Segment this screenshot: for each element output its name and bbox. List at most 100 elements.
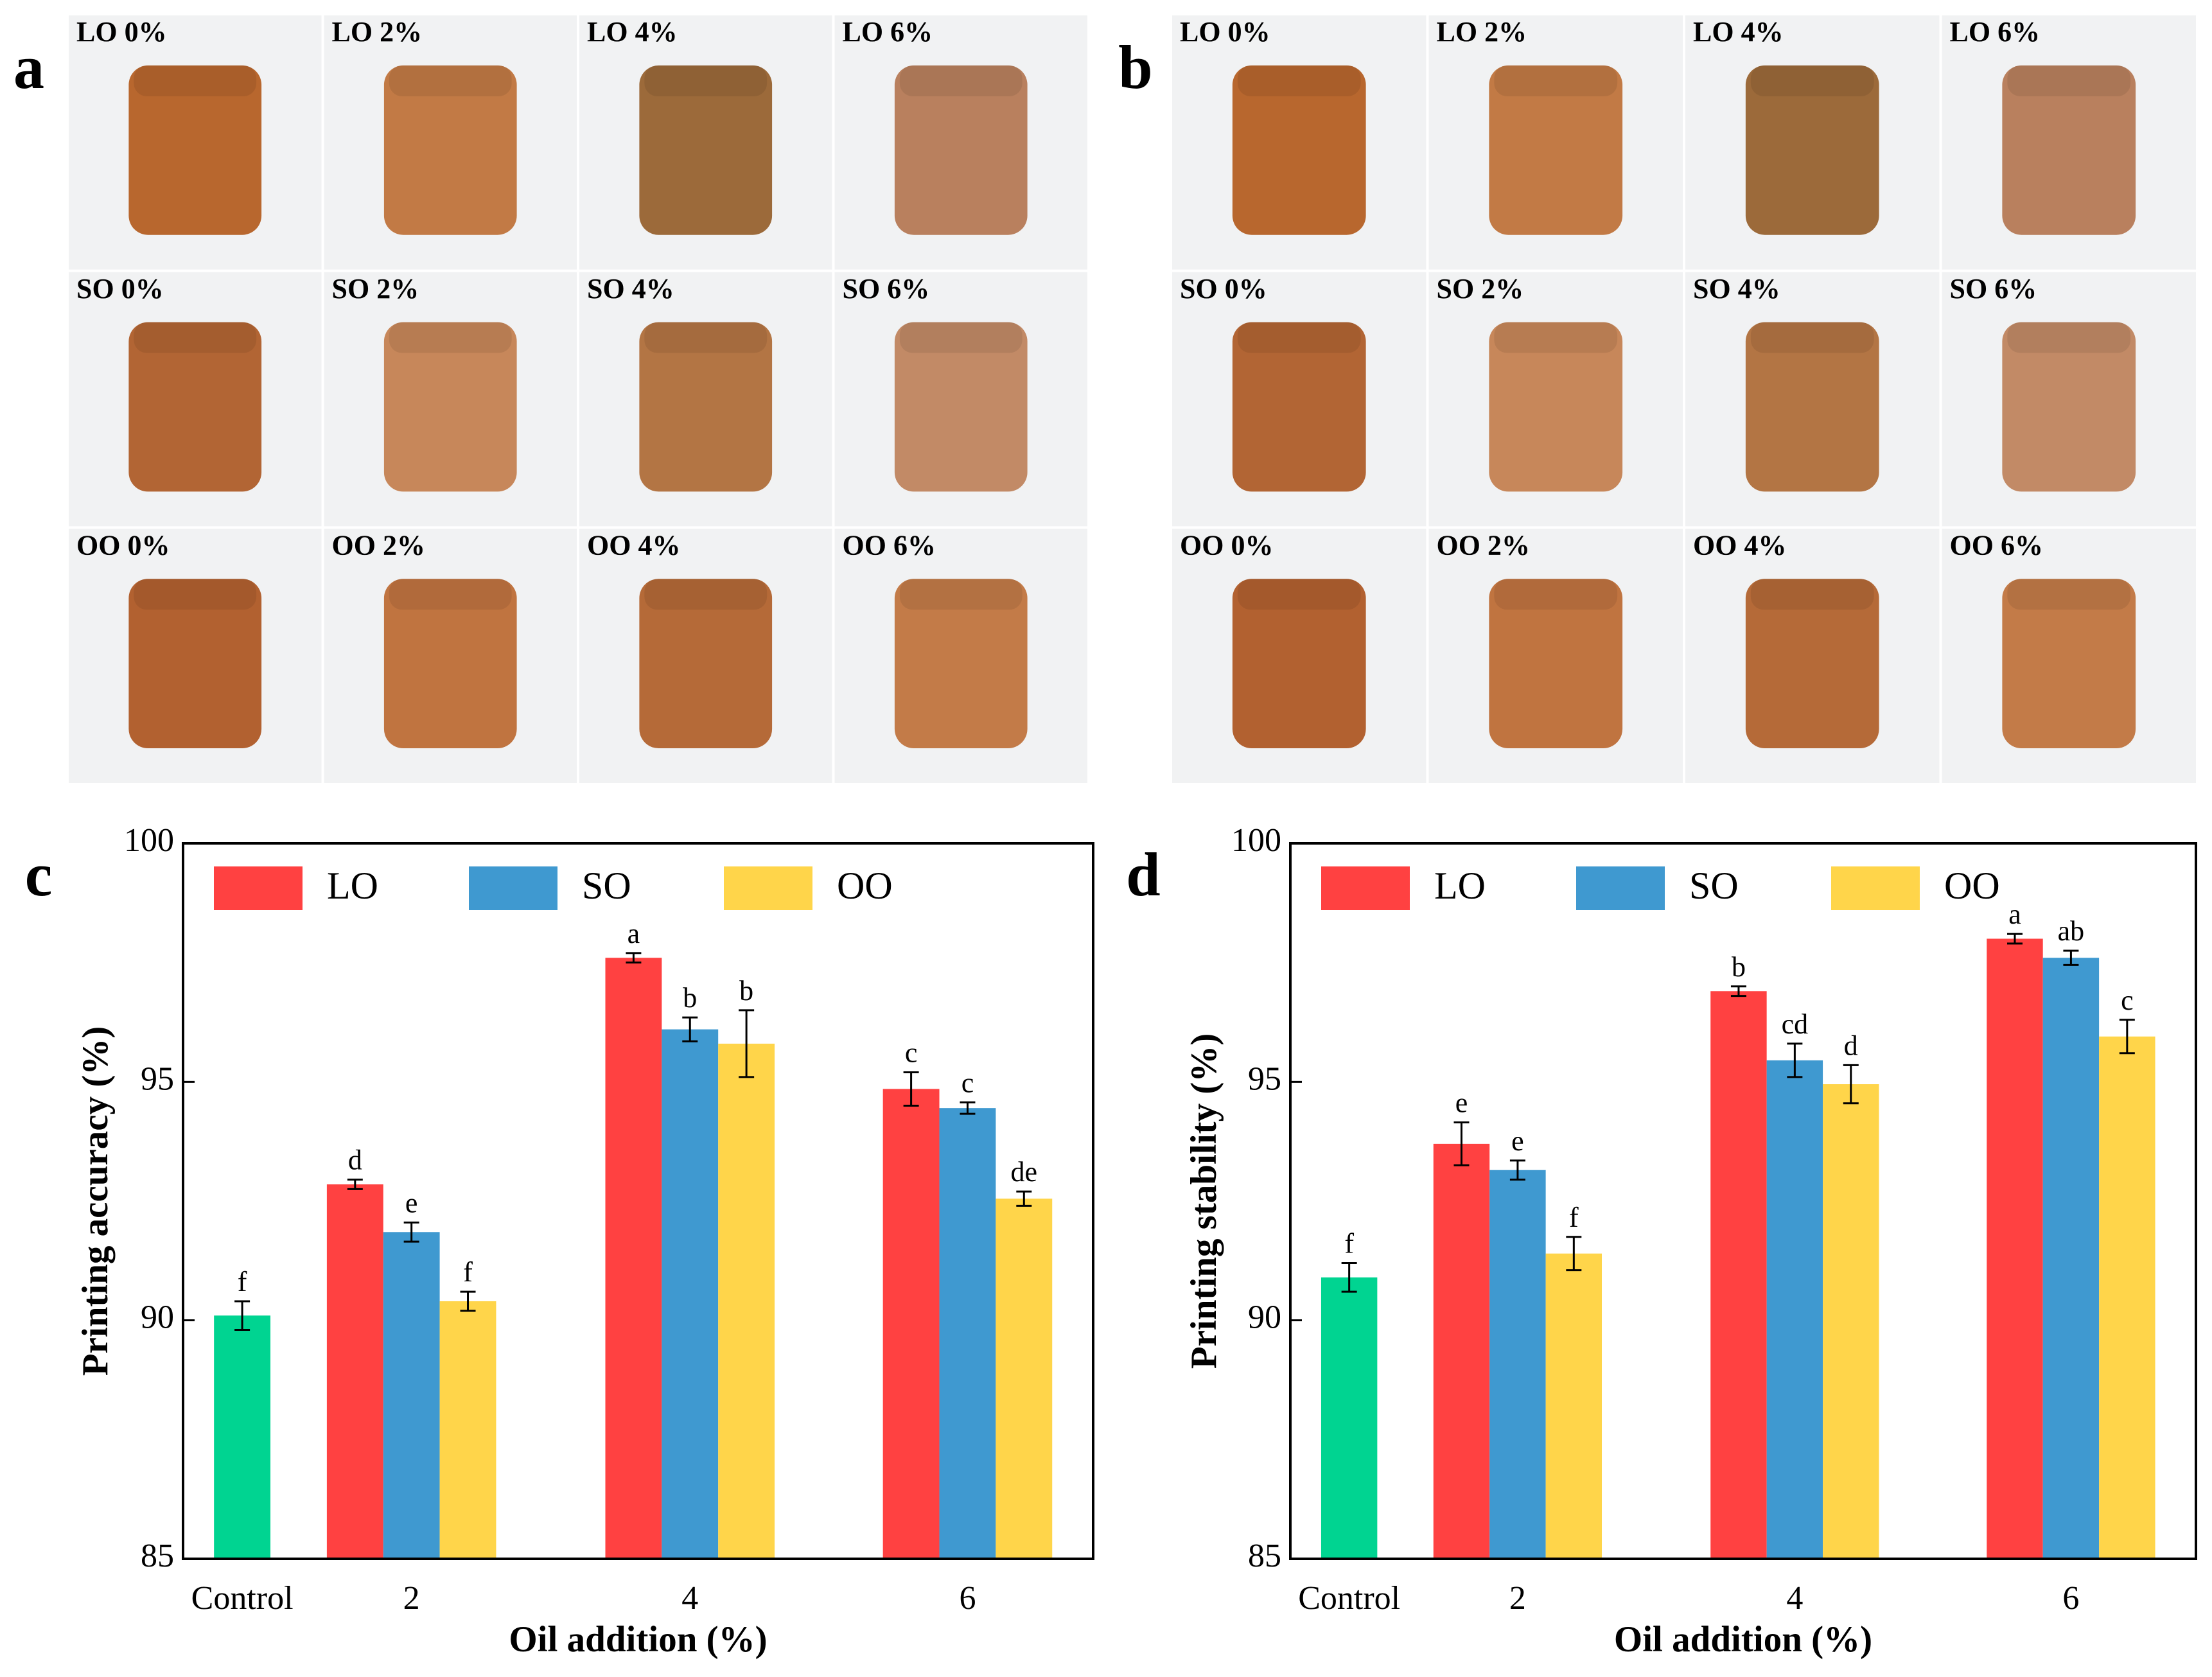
bar [2042,958,2100,1559]
legend-swatch [1321,866,1410,910]
photo-sample-top [134,322,257,353]
significance-letter: f [1569,1202,1579,1233]
significance-letter: c [961,1067,974,1098]
y-tick-label: 85 [141,1538,174,1574]
photo-sample-top [1494,65,1618,96]
significance-letter: a [2008,899,2021,930]
bar [718,1043,775,1559]
photo-label: OO 4% [1693,529,1786,561]
plot-frame [182,842,1094,1560]
photo-sample-top [2007,579,2131,610]
bar [383,1232,440,1559]
y-tick-label: 95 [141,1060,174,1097]
significance-letter: d [1844,1030,1858,1061]
photo-sample-top [899,65,1023,96]
bar [882,1089,940,1559]
photo-label: SO 6% [1950,273,2037,304]
photo-sample-top [134,579,257,610]
y-tick-label: 90 [141,1299,174,1336]
bar [214,1315,271,1559]
photo-label: LO 6% [843,16,933,48]
photo-label: OO 2% [332,529,425,561]
photo-sample [894,579,1028,749]
y-axis-title: Printing stability (%) [1184,1033,1224,1369]
significance-letter: f [238,1266,247,1297]
y-tick-label: 90 [1248,1299,1281,1336]
photo-label: LO 0% [1180,16,1270,48]
x-tick-label: 4 [681,1580,698,1617]
photo-sample [383,322,517,492]
photo-sample-top [1750,65,1874,96]
x-tick-label: 6 [959,1580,976,1617]
bar [939,1108,996,1559]
significance-letter: cd [1782,1008,1809,1040]
significance-letter: f [463,1256,473,1288]
bar [1545,1253,1602,1559]
photo-label: SO 2% [1437,273,1524,304]
significance-letter: b [683,982,697,1014]
significance-letter: de [1011,1156,1038,1188]
photo-sample [128,65,262,235]
photo-sample-top [389,579,512,610]
x-tick-label: Control [191,1580,294,1617]
photo-label: SO 6% [843,273,930,304]
photo-sample-top [134,65,257,96]
photo-sample [1232,322,1366,492]
photo-sample [894,322,1028,492]
x-tick-label: Control [1298,1580,1400,1617]
bar [662,1029,719,1559]
x-tick-label: 2 [403,1580,420,1617]
photo-label: SO 0% [1180,273,1267,304]
photo-label: SO 4% [587,273,674,304]
photo-sample-top [1237,322,1361,353]
photo-sample [1232,579,1366,749]
significance-letter: ab [2058,915,2085,947]
photo-sample [383,579,517,749]
bar [1489,1170,1546,1559]
y-tick-label: 85 [1248,1538,1281,1574]
photo-sample [383,65,517,235]
significance-letter: e [1511,1125,1524,1157]
photo-label: LO 4% [1693,16,1784,48]
significance-letter: a [628,918,640,949]
legend-label: LO [327,865,378,907]
significance-letter: e [405,1188,418,1219]
photo-sample-top [2007,65,2131,96]
photo-label: SO 0% [76,273,164,304]
bar [1433,1143,1490,1559]
significance-letter: d [348,1145,362,1176]
photo-sample-top [1237,65,1361,96]
photo-sample-top [644,322,768,353]
photo-sample-top [644,65,768,96]
x-axis-title: Oil addition (%) [509,1619,767,1660]
bar [605,958,662,1559]
photo-sample-top [644,579,768,610]
photo-label: LO 2% [332,16,423,48]
photo-label: OO 6% [1950,529,2043,561]
bar [439,1301,496,1559]
photo-sample [1745,579,1879,749]
photo-sample [1745,65,1879,235]
photo-sample [639,579,773,749]
photo-sample [1489,65,1623,235]
photo-label: LO 6% [1950,16,2041,48]
panel-letter: c [25,840,53,909]
photo-sample [2002,579,2136,749]
photo-label: LO 2% [1437,16,1527,48]
panel-letter: b [1118,33,1152,101]
panel-letter: d [1126,840,1160,909]
photo-label: SO 4% [1693,273,1780,304]
photo-sample [1745,322,1879,492]
photo-label: OO 0% [1180,529,1273,561]
photo-label: SO 2% [332,273,419,304]
bar [1823,1084,1879,1559]
bar [996,1198,1053,1559]
photo-sample [894,65,1028,235]
photo-sample [1489,579,1623,749]
x-tick-label: 4 [1786,1580,1803,1617]
y-tick-label: 100 [124,822,174,859]
bar [1987,938,2043,1559]
bar [1766,1060,1823,1559]
legend-label: LO [1434,865,1486,907]
photo-sample [128,322,262,492]
